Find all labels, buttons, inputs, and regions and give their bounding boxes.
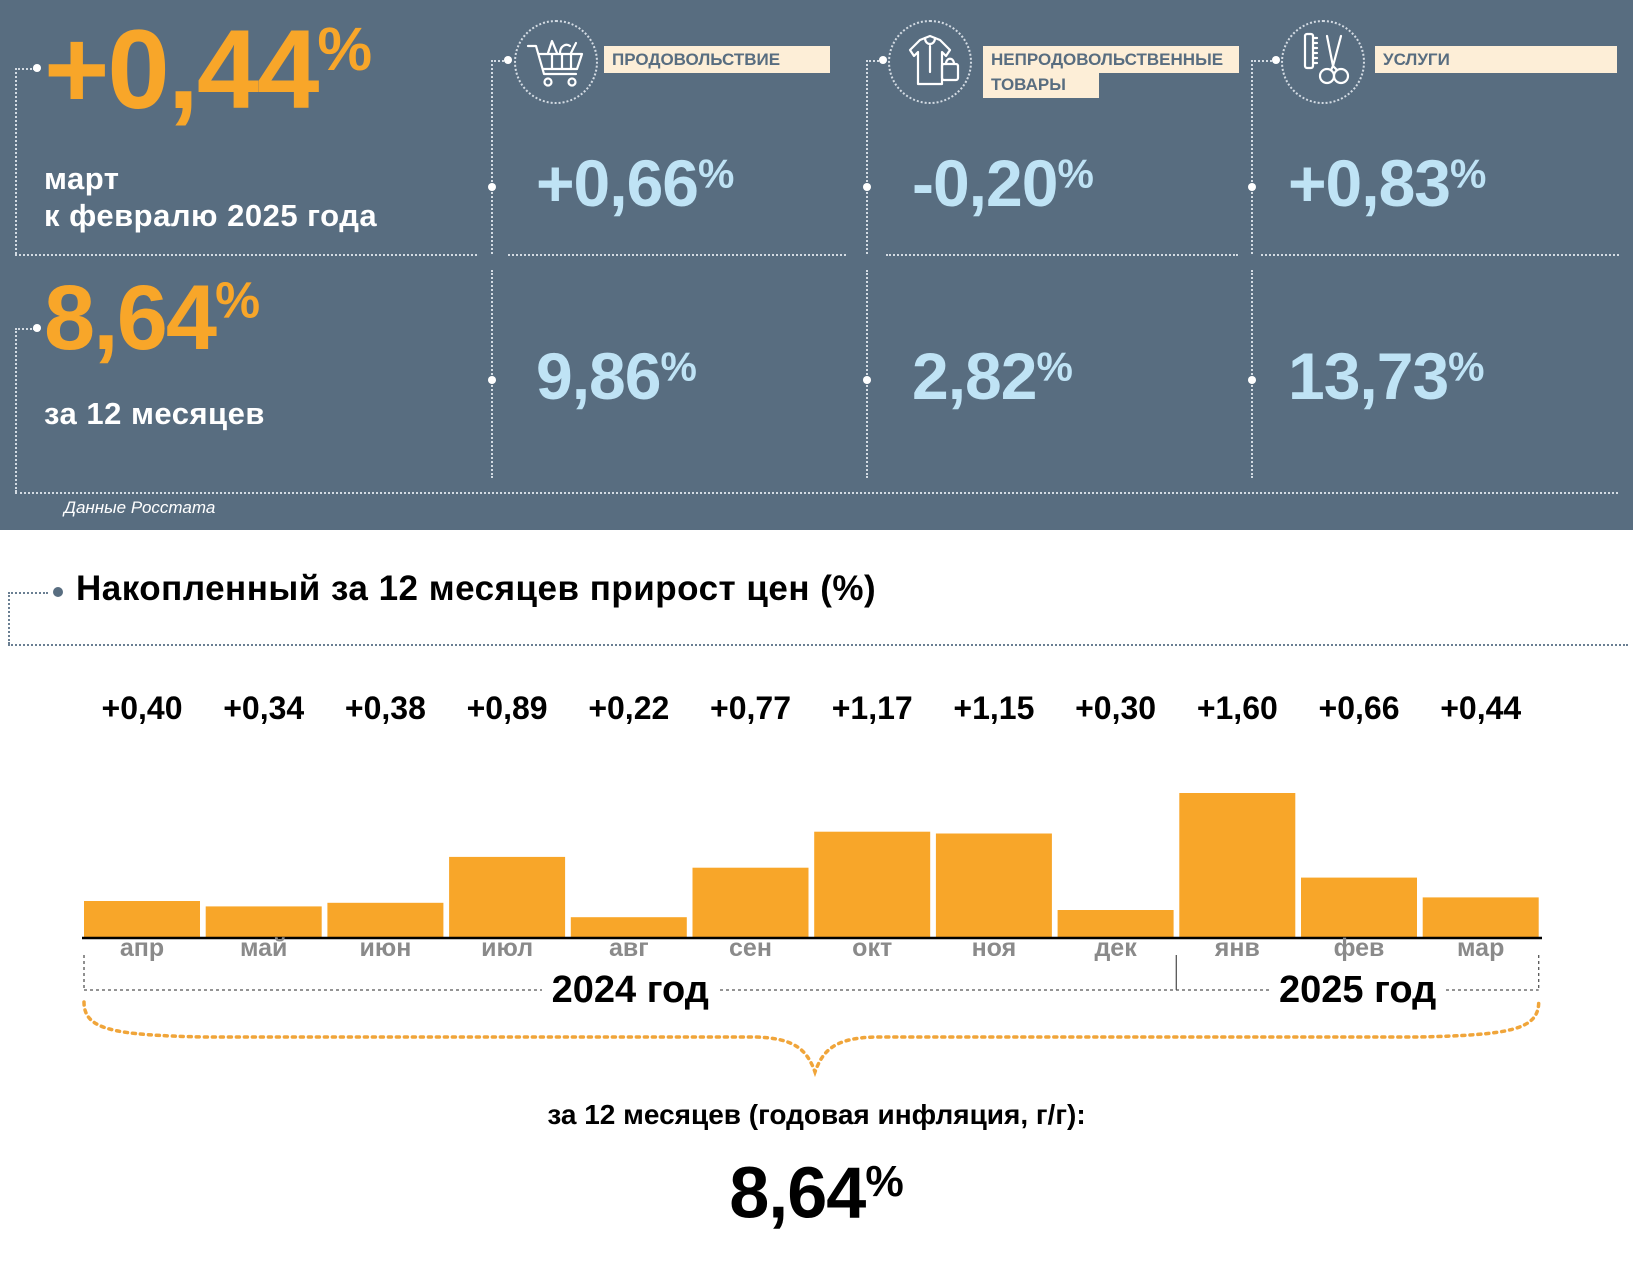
month-label: ноя xyxy=(971,934,1017,962)
section-title: Накопленный за 12 месяцев прирост цен (%… xyxy=(76,569,877,608)
bar-авг xyxy=(570,917,687,937)
month-label: сен xyxy=(729,934,772,962)
section-dot xyxy=(53,587,63,597)
connector-dot xyxy=(1248,376,1256,384)
month-label: июн xyxy=(359,934,412,962)
connector-dot xyxy=(504,56,512,64)
data-source-note: Данные Росстата xyxy=(64,498,216,517)
divider xyxy=(886,254,1238,256)
divider xyxy=(1261,254,1619,256)
bar-ноя xyxy=(935,833,1052,937)
month-label: окт xyxy=(852,934,893,962)
category-label-food: ПРОДОВОЛЬСТВИЕ xyxy=(604,46,830,73)
connector-line xyxy=(1251,270,1253,478)
bar-мар xyxy=(1422,897,1539,937)
value-label: +0,38 xyxy=(344,690,426,726)
month-label: май xyxy=(239,934,288,962)
food-annual-value: 9,86% xyxy=(536,339,697,413)
connector-line xyxy=(491,60,507,62)
nonfood-monthly-value: -0,20% xyxy=(912,146,1094,220)
value-label: +1,17 xyxy=(831,690,913,726)
value-label: +0,22 xyxy=(588,690,670,726)
year-label: 2024 год xyxy=(541,968,719,1012)
monthly-caption-line1: март xyxy=(44,161,120,196)
divider xyxy=(15,492,1618,494)
category-label-nonfood: НЕПРОДОВОЛЬСТВЕННЫЕ xyxy=(983,46,1239,73)
connector-line xyxy=(866,60,868,254)
category-label-nonfood-line2: ТОВАРЫ xyxy=(983,71,1099,98)
annual-caption: за 12 месяцев xyxy=(44,396,265,431)
divider xyxy=(15,254,477,256)
clothes-bag-icon xyxy=(888,20,972,104)
divider xyxy=(8,644,1628,646)
connector-line xyxy=(491,60,493,254)
connector-line xyxy=(8,592,10,644)
value-label: +0,44 xyxy=(1440,690,1522,726)
bar-окт xyxy=(814,831,931,937)
connector-line xyxy=(15,68,17,254)
summary-caption: за 12 месяцев (годовая инфляция, г/г): xyxy=(547,1099,1086,1130)
nonfood-annual-value: 2,82% xyxy=(912,339,1073,413)
bar-июл xyxy=(449,856,566,937)
month-label: апр xyxy=(119,934,165,962)
food-monthly-value: +0,66% xyxy=(536,146,735,220)
annual-inflation-value: 8,64% xyxy=(44,267,261,369)
connector-line xyxy=(491,270,493,478)
value-label: +1,15 xyxy=(953,690,1035,726)
connector-line xyxy=(8,592,48,594)
month-label: янв xyxy=(1214,934,1260,962)
connector-line xyxy=(15,68,35,70)
month-label: авг xyxy=(608,934,649,962)
value-label: +0,89 xyxy=(466,690,548,726)
connector-dot xyxy=(863,376,871,384)
bar-июн xyxy=(327,902,444,937)
bar-янв xyxy=(1179,793,1296,937)
connector-dot xyxy=(488,376,496,384)
shopping-cart-icon xyxy=(514,20,598,104)
connector-dot xyxy=(33,324,41,332)
value-label: +0,77 xyxy=(710,690,791,726)
curly-brace xyxy=(82,1000,1541,1078)
value-label: +0,66 xyxy=(1318,690,1400,726)
summary-panel: +0,44% март к февралю 2025 года 8,64% за… xyxy=(0,0,1633,530)
connector-dot xyxy=(879,56,887,64)
category-label-services: УСЛУГИ xyxy=(1375,46,1617,73)
monthly-change-value: +0,44% xyxy=(44,7,373,132)
scissors-comb-icon xyxy=(1281,20,1365,104)
bar-апр xyxy=(84,901,200,937)
month-label: дек xyxy=(1094,934,1137,962)
monthly-caption-line2: к февралю 2025 года xyxy=(44,198,378,233)
bar-сен xyxy=(692,867,809,937)
connector-line xyxy=(15,328,17,492)
connector-dot xyxy=(488,183,496,191)
connector-dot xyxy=(1248,183,1256,191)
connector-line xyxy=(1251,60,1253,254)
services-monthly-value: +0,83% xyxy=(1288,146,1487,220)
bar-фев xyxy=(1301,877,1417,937)
summary-value: 8,64% xyxy=(729,1153,904,1234)
value-label: +0,40 xyxy=(101,690,183,726)
month-label: мар xyxy=(1457,934,1505,962)
value-label: +0,34 xyxy=(223,690,305,726)
services-annual-value: 13,73% xyxy=(1288,339,1485,413)
connector-line xyxy=(1251,60,1275,62)
month-label: июл xyxy=(481,934,534,962)
month-label: фев xyxy=(1333,934,1385,962)
bar-май xyxy=(205,906,322,937)
connector-dot xyxy=(33,64,41,72)
divider xyxy=(508,254,846,256)
bar-дек xyxy=(1057,910,1174,937)
connector-line xyxy=(15,328,35,330)
connector-dot xyxy=(1272,56,1280,64)
connector-line xyxy=(866,60,882,62)
year-label: 2025 год xyxy=(1269,968,1447,1012)
value-label: +1,60 xyxy=(1196,690,1278,726)
connector-dot xyxy=(863,183,871,191)
value-label: +0,30 xyxy=(1075,690,1157,726)
connector-line xyxy=(866,270,868,478)
